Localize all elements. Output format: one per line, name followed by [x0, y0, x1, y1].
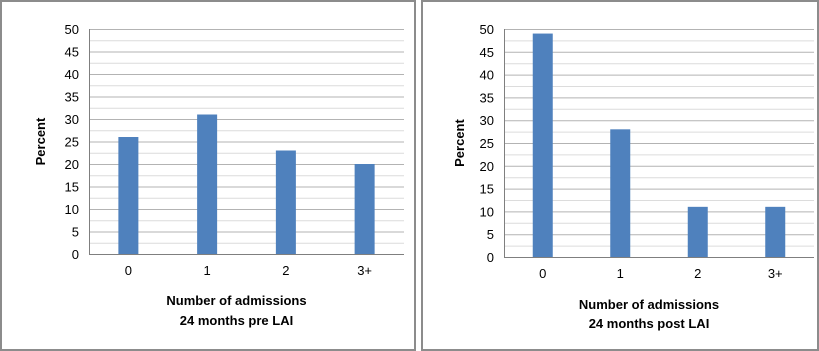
x-tick-label: 1	[617, 266, 624, 281]
x-tick-label: 3+	[357, 263, 372, 278]
x-tick-label: 3+	[768, 266, 783, 281]
y-axis-title: Percent	[452, 118, 467, 166]
y-tick-label: 50	[480, 22, 494, 37]
bar-chart-pre-lai: 0 5 10 15 20 25 30 35 40 45 50 0 1 2 3+ Number of admis…	[33, 22, 404, 328]
y-tick-label: 20	[65, 157, 79, 172]
y-tick-label: 0	[72, 247, 79, 262]
bar-chart-post-lai: 0 5 10 15 20 25 30 35 40 45 50 0 1 2 3+ Number of admis…	[452, 22, 814, 331]
y-tick-label: 35	[480, 90, 494, 105]
x-tick-label: 0	[125, 263, 132, 278]
bar-1	[197, 114, 218, 254]
bar-2	[275, 150, 296, 254]
x-tick-label: 2	[694, 266, 701, 281]
bar-2	[687, 206, 708, 257]
y-tick-label: 30	[480, 113, 494, 128]
x-tick-label: 0	[539, 266, 546, 281]
bar-0	[118, 137, 139, 254]
chart-panel-post-lai: 0 5 10 15 20 25 30 35 40 45 50 0 1 2 3+ Number of admis…	[421, 0, 819, 351]
x-axis-title-line-1: Number of admissions	[579, 297, 719, 312]
y-tick-label: 40	[480, 68, 494, 83]
y-tick-label: 30	[65, 112, 79, 127]
y-tick-label: 10	[65, 202, 79, 217]
x-axis-title-line-1: Number of admissions	[166, 293, 306, 308]
y-tick-label: 10	[480, 204, 494, 219]
y-tick-label: 40	[65, 67, 79, 82]
y-tick-label: 25	[480, 136, 494, 151]
y-tick-label: 45	[65, 45, 79, 60]
y-axis-title: Percent	[33, 117, 48, 165]
y-tick-label: 15	[480, 182, 494, 197]
bar-1	[610, 129, 631, 257]
y-tick-label: 35	[65, 90, 79, 105]
gridlines	[89, 29, 404, 255]
y-tick-label: 5	[487, 227, 494, 242]
x-axis-title-line-2: 24 months pre LAI	[180, 313, 293, 328]
bar-0	[532, 33, 553, 257]
y-tick-label: 45	[480, 45, 494, 60]
bar-3+	[765, 206, 786, 257]
y-tick-label: 50	[65, 22, 79, 37]
x-axis-title-line-2: 24 months post LAI	[589, 316, 710, 331]
y-tick-label: 20	[480, 159, 494, 174]
chart-panel-pre-lai: 0 5 10 15 20 25 30 35 40 45 50 0 1 2 3+ Number of admis…	[0, 0, 416, 351]
bar-3+	[354, 164, 375, 254]
x-tick-label: 2	[282, 263, 289, 278]
y-tick-label: 25	[65, 135, 79, 150]
gridlines	[504, 29, 814, 258]
y-tick-label: 5	[72, 225, 79, 240]
y-tick-label: 0	[487, 250, 494, 265]
y-tick-label: 15	[65, 180, 79, 195]
x-tick-label: 1	[204, 263, 211, 278]
